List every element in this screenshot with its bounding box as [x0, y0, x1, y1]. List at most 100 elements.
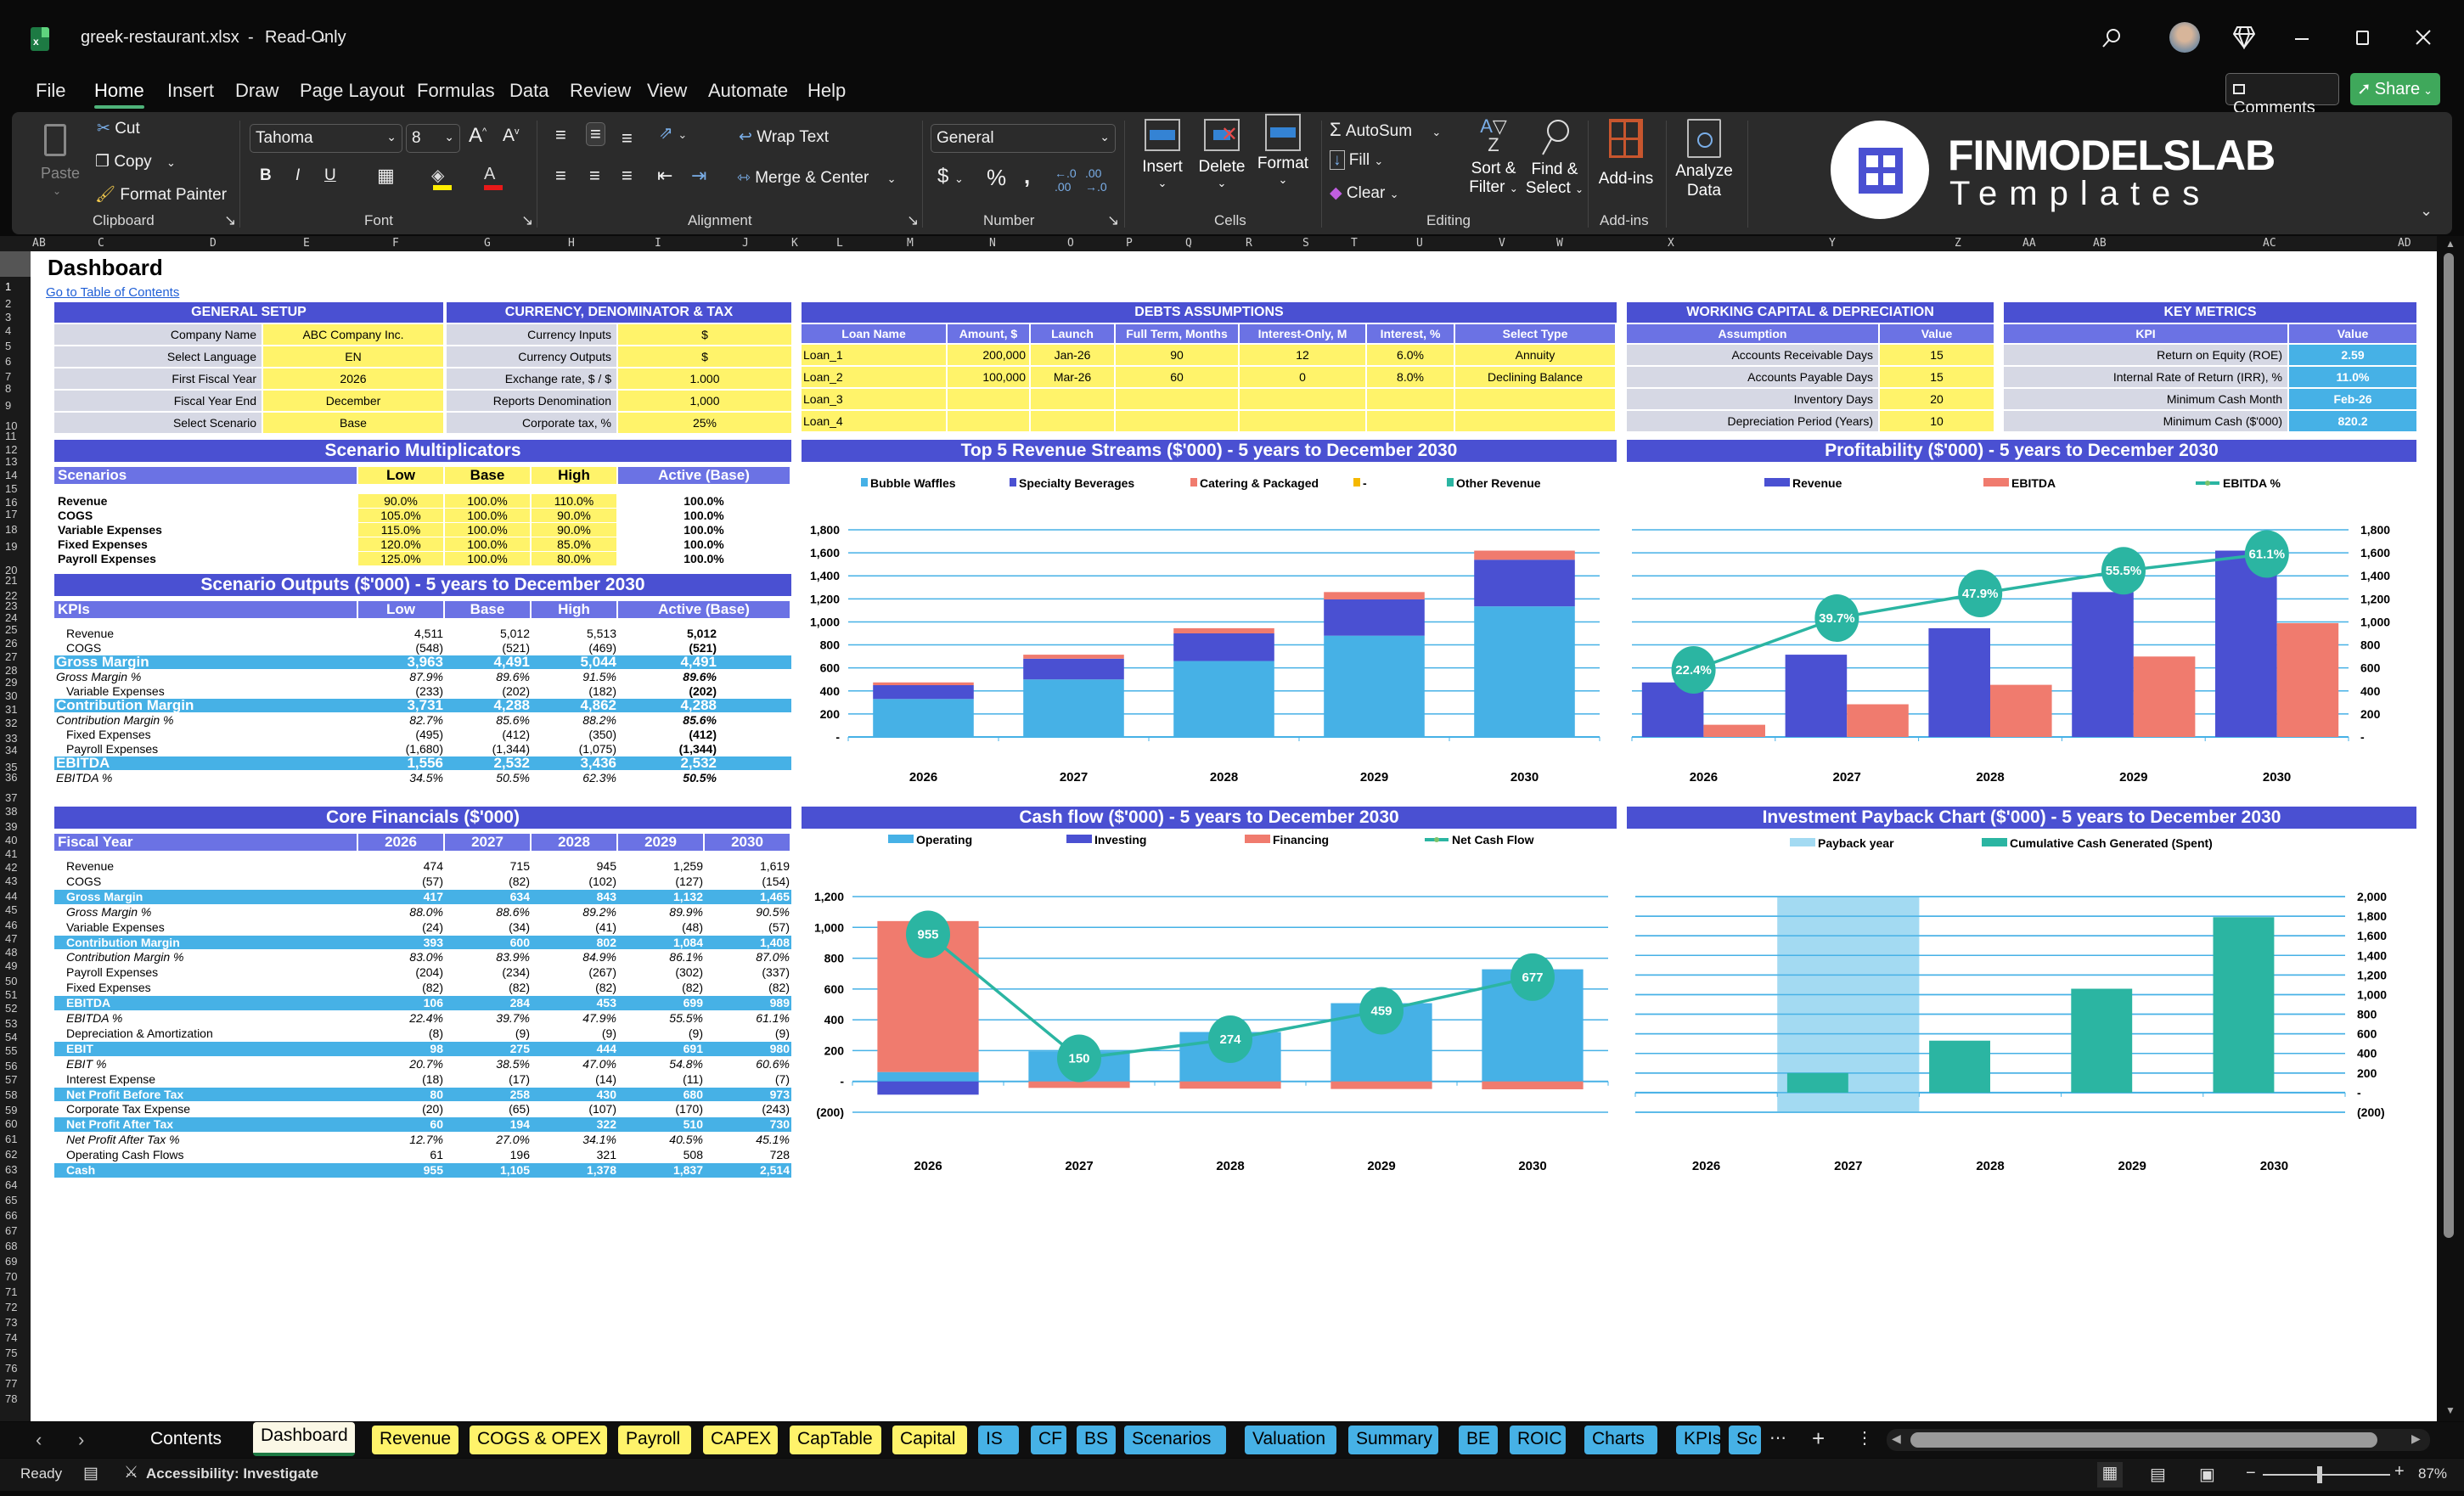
tab-capital[interactable]: Capital [892, 1426, 967, 1454]
page-layout-view-icon[interactable]: ▤ [2150, 1465, 2166, 1484]
data-point-marker[interactable] [1359, 987, 1404, 1035]
wc-value-field[interactable]: 20 [1880, 389, 1994, 409]
column-letter-g[interactable]: G [484, 237, 491, 250]
bar-specialty-beverages[interactable] [1474, 560, 1575, 607]
column-letter-c[interactable]: C [98, 237, 104, 250]
row-number[interactable]: 77 [5, 1377, 18, 1390]
bar-bubble-waffles[interactable] [1324, 635, 1425, 737]
row-number[interactable]: 56 [5, 1060, 18, 1072]
menu-insert[interactable]: Insert [167, 80, 215, 101]
row-number[interactable]: 38 [5, 805, 18, 818]
row-number[interactable]: 52 [5, 1002, 18, 1015]
tab-bs[interactable]: BS [1077, 1426, 1116, 1454]
row-number[interactable]: 33 [5, 732, 18, 745]
tab-summary[interactable]: Summary [1348, 1426, 1438, 1454]
bar-revenue[interactable] [1785, 655, 1848, 737]
row-number[interactable]: 42 [5, 861, 18, 874]
row-number[interactable]: 37 [5, 791, 18, 804]
menu-formulas[interactable]: Formulas [417, 80, 495, 101]
tab-sc[interactable]: Sc [1729, 1426, 1761, 1454]
column-letter-b[interactable]: B [39, 237, 46, 250]
wrap-text-button[interactable]: ↩ Wrap Text [739, 127, 829, 147]
collapse-ribbon-icon[interactable]: ⌄ [2420, 202, 2433, 219]
align-top-icon[interactable]: ≡ [555, 124, 566, 145]
search-icon[interactable] [2101, 27, 2123, 49]
column-letter-ac[interactable]: AC [2263, 237, 2276, 250]
revenue-streams-chart[interactable]: - 200 400 600 800 1,000 1,200 1,400 1,600 1,800 20… [802, 464, 1617, 803]
row-number[interactable]: 21 [5, 574, 18, 587]
column-letter-f[interactable]: F [392, 237, 399, 250]
align-bottom-icon[interactable]: ≡ [622, 127, 633, 149]
align-center-icon[interactable]: ≡ [589, 165, 600, 186]
bar-financing[interactable] [1482, 1081, 1584, 1089]
column-letter-v[interactable]: V [1499, 237, 1505, 250]
row-number[interactable]: 50 [5, 975, 18, 987]
currency-value-field[interactable]: $ [618, 324, 791, 345]
bar-catering-packaged[interactable] [1474, 550, 1575, 560]
align-middle-icon[interactable]: ≡ [586, 122, 605, 146]
debts-cell[interactable] [1455, 411, 1615, 431]
data-point-marker[interactable] [1510, 953, 1555, 1001]
scenario-multiplier[interactable]: 110.0% [532, 494, 616, 508]
hscroll-left-icon[interactable]: ◀ [1892, 1431, 1901, 1445]
data-point-marker[interactable] [906, 910, 950, 959]
menu-help[interactable]: Help [807, 80, 847, 101]
row-number[interactable]: 26 [5, 637, 18, 650]
row-number[interactable]: 34 [5, 744, 18, 756]
bar-specialty-beverages[interactable] [873, 685, 974, 700]
menu-view[interactable]: View [647, 80, 688, 101]
row-number[interactable]: 1 [5, 280, 12, 293]
column-letter-m[interactable]: M [907, 237, 914, 250]
scenario-multiplier[interactable]: 120.0% [358, 537, 443, 551]
page-break-view-icon[interactable]: ▣ [2199, 1465, 2215, 1484]
increase-indent-icon[interactable]: ⇥ [691, 165, 707, 186]
menu-draw[interactable]: Draw [235, 80, 279, 101]
row-number[interactable]: 45 [5, 903, 18, 916]
profitability-chart[interactable]: - 200 400 600 800 1,000 1,200 1,400 1,600 1,800 22… [1627, 464, 2416, 803]
column-letter-a[interactable]: A [32, 237, 39, 250]
tab-kpis[interactable]: KPIs [1676, 1426, 1721, 1454]
row-number[interactable]: 60 [5, 1117, 18, 1130]
bar-financing[interactable] [1330, 1081, 1432, 1089]
menu-review[interactable]: Review [570, 80, 632, 101]
scenario-multiplier[interactable]: 105.0% [358, 509, 443, 522]
font-size-dropdown[interactable]: 8 ⌄ [406, 124, 460, 153]
align-left-icon[interactable]: ≡ [555, 165, 566, 186]
bar-ebitda[interactable] [2133, 656, 2196, 737]
normal-view-icon[interactable]: ▦ [2097, 1462, 2123, 1488]
bar-cumulative-cash-generated-spent-[interactable] [2071, 988, 2133, 1093]
debts-cell[interactable]: 100,000 [948, 367, 1029, 387]
number-format-dropdown[interactable]: General ⌄ [931, 124, 1116, 153]
find-select-button[interactable]: Find & Select ⌄ [1525, 117, 1584, 199]
row-number[interactable]: 12 [5, 443, 18, 456]
setup-value-field[interactable]: 2026 [263, 368, 443, 389]
scenario-multiplier[interactable]: 100.0% [445, 494, 530, 508]
bar-cumulative-cash-generated-spent-[interactable] [1786, 1072, 1848, 1093]
increase-decimal-icon[interactable]: ←.0.00 [1055, 166, 1077, 194]
font-name-dropdown[interactable]: Tahoma ⌄ [250, 124, 402, 153]
row-number[interactable]: 55 [5, 1044, 18, 1057]
investment-payback-chart[interactable]: (200) - 200 400 600 800 1,000 1,200 1,400 1,600 1,… [1627, 830, 2416, 1187]
column-letter-l[interactable]: L [836, 237, 843, 250]
scenario-multiplier[interactable]: 80.0% [532, 552, 616, 565]
row-number[interactable]: 47 [5, 932, 18, 945]
fill-color-button[interactable]: ◈ [431, 165, 457, 190]
debts-cell[interactable] [1455, 389, 1615, 409]
column-letter-u[interactable]: U [1416, 237, 1423, 250]
debts-cell[interactable] [1367, 389, 1454, 409]
number-launcher-icon[interactable]: ↘ [1107, 212, 1120, 228]
debts-cell[interactable]: Declining Balance [1455, 367, 1615, 387]
tab-scroll-right-icon[interactable]: › [78, 1429, 85, 1450]
bar-ebitda[interactable] [2276, 622, 2339, 737]
data-point-marker[interactable] [1671, 645, 1716, 694]
worksheet[interactable]: Dashboard Go to Table of Contents GENERA… [31, 251, 2437, 1421]
alignment-launcher-icon[interactable]: ↘ [907, 212, 920, 228]
tab-cf[interactable]: CF [1031, 1426, 1066, 1454]
avatar[interactable] [2169, 22, 2200, 53]
bar-ebitda[interactable] [1847, 704, 1909, 737]
column-letter-p[interactable]: P [1126, 237, 1133, 250]
scenario-multiplier[interactable]: 90.0% [532, 509, 616, 522]
analyze-data-button[interactable]: Analyze Data [1674, 119, 1734, 200]
diamond-icon[interactable] [2233, 25, 2255, 49]
debts-cell[interactable]: 60 [1116, 367, 1238, 387]
